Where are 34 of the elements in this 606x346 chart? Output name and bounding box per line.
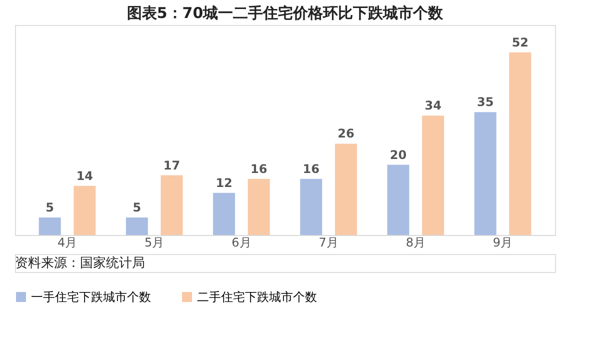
chart-title: 图表5：70城一二手住宅价格环比下跌城市个数 [126, 4, 444, 22]
data-label: 52 [512, 35, 529, 50]
text: 资料来源：国家统计局 [15, 255, 145, 271]
data-label: 20 [390, 148, 407, 162]
bar [334, 144, 357, 235]
legend-label: 一手住宅下跌城市个数 [31, 290, 151, 304]
x-tick-label: 4月 [57, 236, 78, 250]
bar [74, 186, 96, 235]
data-label: 5 [46, 200, 54, 214]
bar [300, 178, 322, 235]
x-tick-label: 6月 [232, 236, 252, 250]
bar [160, 175, 183, 235]
x-tick-label: 7月 [318, 236, 338, 250]
bar [387, 164, 410, 235]
data-label: 35 [476, 95, 494, 110]
data-label: 12 [216, 176, 232, 190]
bar [248, 178, 270, 235]
bar [474, 112, 496, 235]
data-label: 16 [302, 162, 320, 176]
data-label: 14 [76, 168, 94, 183]
data-label: 34 [424, 98, 442, 113]
data-label: 17 [163, 158, 180, 172]
bar [422, 116, 444, 235]
bar [126, 217, 148, 235]
data-label: 16 [250, 162, 268, 176]
x-tick-label: 9月 [492, 236, 513, 250]
data-label: 5 [132, 200, 142, 214]
x-tick-label: 8月 [406, 236, 426, 250]
x-tick-label: 5月 [144, 236, 164, 250]
data-label: 26 [338, 126, 354, 141]
bar [509, 52, 532, 235]
legend-label: 二手住宅下跌城市个数 [197, 290, 317, 304]
bar [38, 217, 61, 235]
bar [213, 192, 236, 235]
